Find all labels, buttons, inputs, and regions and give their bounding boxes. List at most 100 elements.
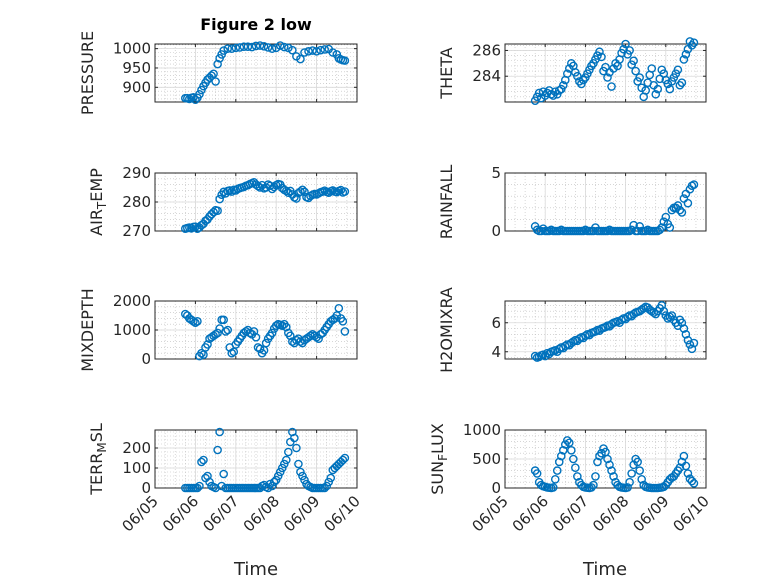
data-point [255,183,265,192]
data-point [193,316,202,326]
subplot-mixdepth: 0 1000 2000 MIXDEPTH [78,288,358,372]
data-point [340,187,350,196]
data-point [649,308,659,317]
data-point [298,185,307,195]
y-tick-label: 4 [491,343,501,361]
x-axis-label-right: Time [582,559,627,580]
data-point [567,445,576,455]
data-point [679,55,689,64]
data-point [633,457,642,467]
subplot-theta: 284 286 THETA [437,37,707,106]
data-point [213,206,222,215]
data-point [629,56,638,66]
data-point [655,225,665,235]
data-point [300,48,309,57]
data-point [247,42,257,52]
data-point [554,86,564,95]
data-point [279,42,289,52]
y-tick-label: 0 [141,479,151,497]
data-point [687,344,697,354]
data-point [227,348,237,358]
y-tick-label: 284 [472,67,501,85]
data-point [292,194,301,203]
y-tick-label: 6 [491,314,501,332]
y-axis-label: RAINFALL [437,165,456,240]
data-point [227,44,237,53]
data-point [552,466,562,475]
data-point [340,453,350,463]
y-axis-label: H2OMIXRA [437,287,456,373]
data-point [569,454,578,464]
data-point [665,223,675,232]
data-point [579,75,588,85]
x-tick-label: 06/08 [240,492,283,535]
data-point [556,451,566,461]
data-point [561,440,570,449]
data-point [573,472,582,481]
data-point [567,59,576,68]
y-axis-label: TERRMSL [87,423,109,496]
data-point [589,480,598,490]
data-point [221,327,230,336]
y-tick-label: 270 [122,222,151,240]
data-point [681,461,691,471]
data-point [639,303,648,313]
x-tick-label: 06/07 [199,492,242,535]
data-point [277,463,287,473]
data-point [548,483,558,492]
y-axis-label: AIRTEMP [87,168,109,236]
data-point [550,474,560,484]
data-point [633,226,642,236]
axes-box [504,43,707,103]
axes-box [504,300,707,360]
data-point [683,198,693,208]
data-point [593,457,602,467]
data-point [637,474,646,484]
data-point [623,483,632,492]
data-point [304,47,313,56]
data-point [263,43,273,52]
data-point [219,46,228,55]
data-point [235,43,245,52]
x-tick-label: 06/10 [670,492,713,535]
data-point [675,80,685,90]
data-point [587,61,596,71]
data-point [673,201,683,210]
data-point [279,459,289,469]
data-point [193,483,202,493]
data-point [655,74,665,84]
data-point [689,338,699,348]
data-point [532,469,542,478]
data-point [587,483,596,492]
data-point [338,455,348,465]
data-point [685,340,695,349]
data-point [281,455,291,465]
data-point [679,324,689,333]
data-point [213,59,222,69]
data-point [292,443,301,453]
data-point [536,226,546,236]
data-point [558,80,568,90]
data-point [251,332,261,342]
data-point [267,481,277,491]
data-point [300,475,309,485]
data-point [209,69,218,79]
x-tick-label: 06/08 [589,492,632,535]
x-tick-label: 06/05 [119,492,162,535]
x-tick-label: 06/06 [159,492,202,535]
y-tick-label: 900 [122,78,151,96]
data-point [565,438,574,448]
data-point [679,451,689,461]
data-point [271,321,281,330]
data-point [657,301,667,310]
data-point [625,477,634,487]
x-tick-label: 06/09 [280,492,323,535]
subplot-rainfall: 0 5 RAINFALL [437,164,707,240]
data-point [627,225,636,235]
data-point [296,187,305,196]
data-point [197,457,206,467]
y-axis-label: THETA [437,47,456,99]
data-point [195,89,204,99]
data-point [286,331,295,341]
